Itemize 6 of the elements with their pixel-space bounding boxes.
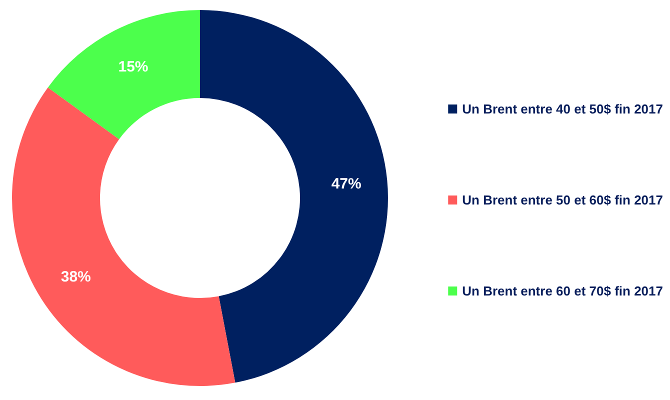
data-label: 15% [118,58,148,76]
data-label: 38% [60,268,91,286]
data-label: 47% [331,176,362,193]
legend-label: Un Brent entre 60 et 70$ fin 2017 [462,284,663,298]
legend-label: Un Brent entre 50 et 60$ fin 2017 [462,192,663,208]
legend-label: Un Brent entre 40 et 50$ fin 2017 [462,102,663,116]
